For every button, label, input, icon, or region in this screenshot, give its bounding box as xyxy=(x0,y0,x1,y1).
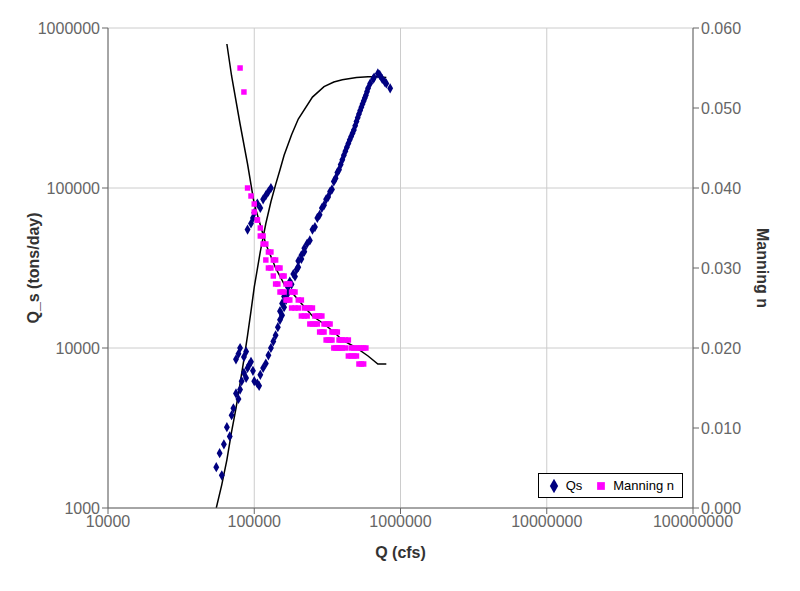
svg-text:Q_s (tons/day): Q_s (tons/day) xyxy=(25,212,42,323)
svg-text:0.050: 0.050 xyxy=(701,100,741,117)
svg-text:0.030: 0.030 xyxy=(701,260,741,277)
html-text:Qs: Qs xyxy=(565,478,583,493)
svg-text:Manning n: Manning n xyxy=(754,228,771,308)
svg-text:100000: 100000 xyxy=(228,513,281,530)
html-text:Manning n: Manning n xyxy=(613,478,674,493)
svg-text:0.020: 0.020 xyxy=(701,340,741,357)
svg-text:0.060: 0.060 xyxy=(701,20,741,37)
svg-text:1000: 1000 xyxy=(64,500,100,517)
svg-text:100000000: 100000000 xyxy=(653,513,733,531)
svg-text:1000000: 1000000 xyxy=(369,513,431,530)
svg-text:10000000: 10000000 xyxy=(511,513,582,530)
svg-text:10000: 10000 xyxy=(85,513,131,531)
svg-text:0.000: 0.000 xyxy=(701,500,741,517)
svg-text:100000: 100000 xyxy=(47,180,100,197)
svg-text:10000: 10000 xyxy=(56,340,101,357)
svg-text:Q (cfs): Q (cfs) xyxy=(375,544,426,561)
svg-text:0.040: 0.040 xyxy=(701,180,741,197)
svg-text:1000000: 1000000 xyxy=(38,20,100,37)
svg-text:0.010: 0.010 xyxy=(701,420,741,437)
